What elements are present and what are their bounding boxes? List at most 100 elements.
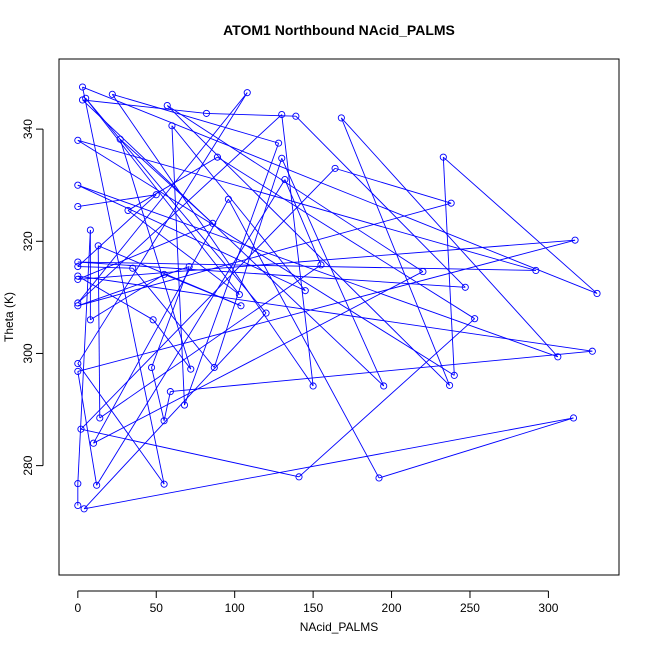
series-segment bbox=[77, 275, 593, 352]
data-point bbox=[74, 202, 82, 211]
data-point bbox=[166, 388, 174, 396]
series-segment bbox=[77, 266, 133, 269]
data-point bbox=[185, 262, 193, 271]
axes-layer: 0 50 100 150 200 250 300 280 300 320 340 bbox=[21, 119, 559, 615]
series-segment bbox=[77, 194, 157, 207]
data-point bbox=[569, 414, 578, 422]
data-point bbox=[86, 316, 94, 324]
data-point bbox=[86, 226, 94, 234]
data-point bbox=[243, 89, 251, 97]
data-point bbox=[93, 481, 101, 489]
series-segment bbox=[80, 168, 336, 430]
data-point bbox=[152, 191, 160, 199]
data-point bbox=[160, 417, 168, 425]
data-point bbox=[446, 381, 454, 389]
data-point bbox=[337, 114, 345, 122]
series-segment bbox=[99, 264, 322, 419]
series-segment bbox=[77, 114, 283, 304]
series-segment bbox=[83, 312, 267, 510]
data-point bbox=[149, 316, 157, 324]
data-point bbox=[281, 176, 289, 184]
series-segment bbox=[77, 92, 248, 364]
data-point bbox=[74, 272, 82, 280]
series-segment bbox=[77, 239, 576, 372]
data-point bbox=[74, 360, 82, 368]
x-tick-label: 300 bbox=[538, 601, 558, 615]
series-segment bbox=[217, 156, 475, 320]
series-segment bbox=[82, 86, 165, 485]
y-tick-label: 280 bbox=[21, 455, 35, 475]
x-tick-label: 150 bbox=[303, 601, 323, 615]
x-tick-label: 50 bbox=[150, 601, 164, 615]
x-tick-label: 250 bbox=[460, 601, 480, 615]
x-tick-label: 0 bbox=[74, 601, 81, 615]
data-point bbox=[237, 302, 245, 310]
series-segment bbox=[85, 97, 267, 314]
series-segment bbox=[334, 167, 452, 204]
data-point bbox=[94, 242, 102, 250]
data-point bbox=[262, 309, 270, 317]
data-point bbox=[202, 109, 211, 117]
series-segment bbox=[443, 156, 598, 294]
series-segment bbox=[378, 417, 574, 479]
data-point bbox=[74, 302, 82, 310]
data-point bbox=[224, 195, 232, 203]
data-point bbox=[331, 164, 339, 172]
data-point bbox=[309, 382, 317, 390]
data-point bbox=[180, 401, 189, 409]
series-segment bbox=[163, 391, 171, 421]
series-segment bbox=[84, 417, 574, 510]
series-segment bbox=[132, 267, 215, 368]
y-tick-label: 300 bbox=[21, 343, 35, 363]
x-tick-label: 100 bbox=[225, 601, 245, 615]
series-segment bbox=[82, 99, 207, 114]
series-segment bbox=[119, 139, 192, 370]
series-segment bbox=[151, 367, 165, 421]
data-point bbox=[116, 135, 124, 143]
y-tick-label: 320 bbox=[21, 231, 35, 251]
data-point bbox=[160, 480, 168, 488]
data-point bbox=[129, 264, 137, 272]
data-point bbox=[74, 275, 82, 283]
data-point bbox=[292, 112, 300, 120]
series-segment bbox=[96, 179, 286, 486]
data-point bbox=[447, 199, 455, 207]
data-point bbox=[89, 439, 98, 447]
series-segment bbox=[77, 239, 576, 280]
series-segment bbox=[166, 105, 450, 386]
series-segment bbox=[281, 114, 314, 387]
data-point bbox=[295, 473, 303, 481]
data-point bbox=[461, 283, 469, 291]
series-segment bbox=[85, 97, 240, 295]
x-axis-label: NAcid_PALMS bbox=[300, 620, 378, 634]
series-segment bbox=[341, 117, 559, 358]
data-point bbox=[593, 289, 601, 297]
series-segment bbox=[111, 94, 314, 387]
series-segment bbox=[77, 184, 558, 358]
series-segment bbox=[97, 245, 101, 418]
data-point bbox=[124, 206, 132, 214]
x-tick-label: 200 bbox=[382, 601, 402, 615]
data-point bbox=[74, 262, 82, 271]
series-segment bbox=[77, 194, 157, 267]
data-point bbox=[275, 139, 283, 147]
y-tick-label: 340 bbox=[21, 119, 35, 139]
data-point bbox=[160, 270, 168, 278]
data-point bbox=[74, 181, 82, 189]
series-segment bbox=[295, 115, 466, 288]
series-segment bbox=[82, 86, 598, 294]
plot-frame bbox=[58, 58, 620, 576]
data-point bbox=[419, 268, 427, 276]
series-segment bbox=[166, 105, 424, 272]
series-segment bbox=[284, 179, 322, 266]
data-point bbox=[74, 367, 82, 375]
y-axis-label: Theta (K) bbox=[2, 292, 16, 342]
series-segment bbox=[77, 371, 98, 486]
data-point bbox=[439, 153, 447, 161]
data-point bbox=[278, 154, 286, 162]
data-layer bbox=[74, 83, 601, 513]
series-segment bbox=[80, 428, 300, 478]
data-point bbox=[80, 505, 88, 513]
data-point bbox=[380, 382, 388, 390]
series-segment bbox=[127, 156, 218, 211]
